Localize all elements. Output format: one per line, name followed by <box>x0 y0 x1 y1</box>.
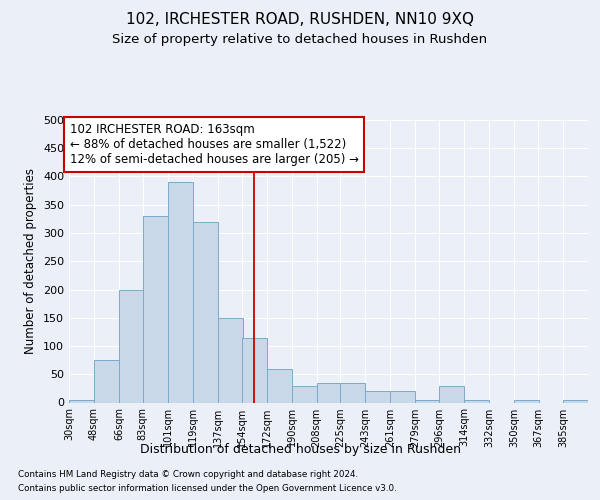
Bar <box>292 386 317 402</box>
Bar <box>439 386 464 402</box>
Bar <box>464 400 489 402</box>
Text: Size of property relative to detached houses in Rushden: Size of property relative to detached ho… <box>112 32 488 46</box>
Bar <box>218 318 243 402</box>
Bar <box>193 222 218 402</box>
Bar <box>94 360 119 403</box>
Bar <box>340 382 365 402</box>
Y-axis label: Number of detached properties: Number of detached properties <box>25 168 37 354</box>
Bar <box>119 290 144 403</box>
Bar <box>168 182 193 402</box>
Bar <box>391 391 415 402</box>
Bar <box>317 382 342 402</box>
Bar <box>415 400 440 402</box>
Bar <box>143 216 168 402</box>
Bar <box>365 391 391 402</box>
Text: Contains public sector information licensed under the Open Government Licence v3: Contains public sector information licen… <box>18 484 397 493</box>
Text: Distribution of detached houses by size in Rushden: Distribution of detached houses by size … <box>139 442 461 456</box>
Text: Contains HM Land Registry data © Crown copyright and database right 2024.: Contains HM Land Registry data © Crown c… <box>18 470 358 479</box>
Bar <box>266 368 292 402</box>
Bar <box>242 338 266 402</box>
Text: 102 IRCHESTER ROAD: 163sqm
← 88% of detached houses are smaller (1,522)
12% of s: 102 IRCHESTER ROAD: 163sqm ← 88% of deta… <box>70 123 359 166</box>
Bar <box>514 400 539 402</box>
Bar <box>563 400 588 402</box>
Bar <box>69 400 94 402</box>
Text: 102, IRCHESTER ROAD, RUSHDEN, NN10 9XQ: 102, IRCHESTER ROAD, RUSHDEN, NN10 9XQ <box>126 12 474 28</box>
